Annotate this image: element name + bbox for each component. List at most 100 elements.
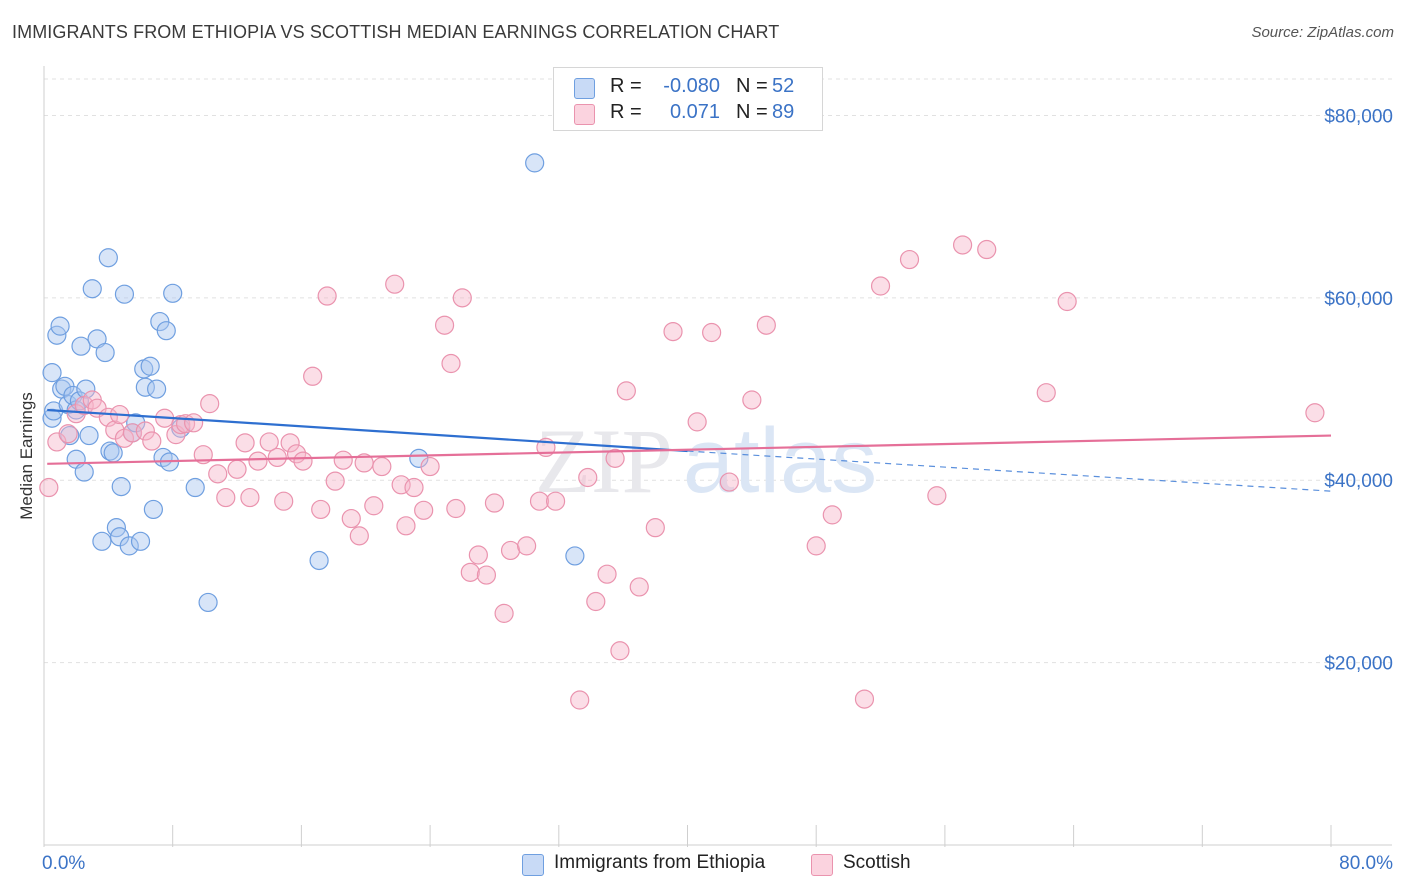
series-swatch-scottish <box>811 854 833 876</box>
point-ethiopia <box>100 441 120 461</box>
chart-title: IMMIGRANTS FROM ETHIOPIA VS SCOTTISH MED… <box>12 22 780 42</box>
point-ethiopia <box>143 499 163 520</box>
point-ethiopia <box>103 443 123 463</box>
point-ethiopia <box>147 379 167 399</box>
point-scottish <box>267 447 287 468</box>
point-scottish <box>208 464 228 484</box>
legend-r-value: 0.071 <box>669 101 720 123</box>
point-scottish <box>476 565 497 585</box>
legend-n-label: N = <box>736 101 768 123</box>
point-ethiopia <box>565 546 585 566</box>
point-scottish <box>806 536 826 556</box>
series-legend-label: Immigrants from Ethiopia <box>554 852 766 873</box>
point-ethiopia <box>156 321 176 341</box>
point-scottish <box>39 477 59 498</box>
point-scottish <box>349 526 369 546</box>
point-scottish <box>184 413 204 433</box>
point-scottish <box>570 690 590 710</box>
point-scottish <box>240 487 260 508</box>
series-ethiopia <box>42 153 585 613</box>
x-tick-label: 80.0% <box>1339 853 1393 874</box>
point-scottish <box>311 499 331 520</box>
legend-n-value: 52 <box>772 75 795 97</box>
point-ethiopia <box>71 336 91 356</box>
series-legend: Immigrants from Ethiopia Scottish <box>0 852 1406 878</box>
point-scottish <box>645 518 665 538</box>
point-scottish <box>200 394 220 414</box>
point-ethiopia <box>130 531 151 551</box>
point-scottish <box>484 493 505 513</box>
point-scottish <box>977 239 997 260</box>
point-scottish <box>1305 403 1325 423</box>
point-scottish <box>293 451 313 471</box>
point-ethiopia <box>309 550 329 571</box>
y-axis-label: Median Earnings <box>17 392 36 520</box>
point-scottish <box>742 390 762 410</box>
point-ethiopia <box>114 284 135 304</box>
point-scottish <box>441 353 461 374</box>
point-scottish <box>58 424 78 444</box>
point-scottish <box>274 491 294 511</box>
point-ethiopia <box>95 342 115 363</box>
point-ethiopia <box>79 425 99 446</box>
trend-line-scottish <box>47 434 1332 465</box>
point-scottish <box>500 540 521 561</box>
point-scottish <box>235 433 255 453</box>
correlation-legend: R = -0.080 N = 52 R = 0.071 N = 89 <box>553 67 823 131</box>
point-scottish <box>870 276 891 296</box>
point-scottish <box>333 450 353 470</box>
point-scottish <box>420 456 440 477</box>
point-scottish <box>66 404 86 424</box>
point-scottish <box>578 467 598 488</box>
legend-swatch-ethiopia <box>574 78 595 99</box>
series-swatch-ethiopia <box>522 854 544 876</box>
point-scottish <box>517 536 537 556</box>
point-scottish <box>854 689 875 709</box>
point-ethiopia <box>198 592 218 613</box>
point-scottish <box>414 500 434 520</box>
point-scottish <box>927 486 947 506</box>
point-ethiopia <box>76 379 96 399</box>
point-scottish <box>687 412 707 432</box>
point-scottish <box>166 425 186 445</box>
point-scottish <box>529 491 550 511</box>
point-scottish <box>586 591 606 612</box>
trend-extension-ethiopia <box>687 450 1332 492</box>
point-scottish <box>325 471 345 491</box>
point-scottish <box>317 286 337 306</box>
point-scottish <box>702 322 722 343</box>
point-ethiopia <box>42 363 62 383</box>
point-scottish <box>1057 291 1077 312</box>
point-scottish <box>616 381 636 401</box>
point-scottish <box>341 508 361 529</box>
point-scottish <box>135 421 155 441</box>
point-scottish <box>227 459 247 479</box>
point-scottish <box>899 249 920 270</box>
point-scottish <box>372 456 392 477</box>
legend-n-label: N = <box>736 75 768 97</box>
legend-n-value: 89 <box>772 101 795 123</box>
point-ethiopia <box>74 462 94 482</box>
point-scottish <box>248 451 268 471</box>
series-legend-label: Scottish <box>843 852 911 873</box>
point-scottish <box>385 274 405 294</box>
point-scottish <box>629 577 649 597</box>
point-scottish <box>605 448 625 468</box>
point-scottish <box>460 562 480 582</box>
point-scottish <box>142 431 162 451</box>
source-attribution: Source: ZipAtlas.com <box>1251 24 1394 41</box>
legend-r-value: -0.080 <box>663 75 720 97</box>
point-scottish <box>494 603 514 623</box>
point-ethiopia <box>111 477 131 497</box>
point-ethiopia <box>525 153 545 173</box>
point-ethiopia <box>92 531 112 551</box>
y-tick-label: $60,000 <box>1324 289 1393 310</box>
point-ethiopia <box>163 283 183 303</box>
point-scottish <box>404 477 424 498</box>
point-scottish <box>822 505 842 525</box>
x-tick-label: 0.0% <box>42 853 85 874</box>
legend-swatch-scottish <box>574 104 595 125</box>
point-scottish <box>756 315 776 335</box>
point-scottish <box>280 433 300 453</box>
point-scottish <box>545 491 566 511</box>
